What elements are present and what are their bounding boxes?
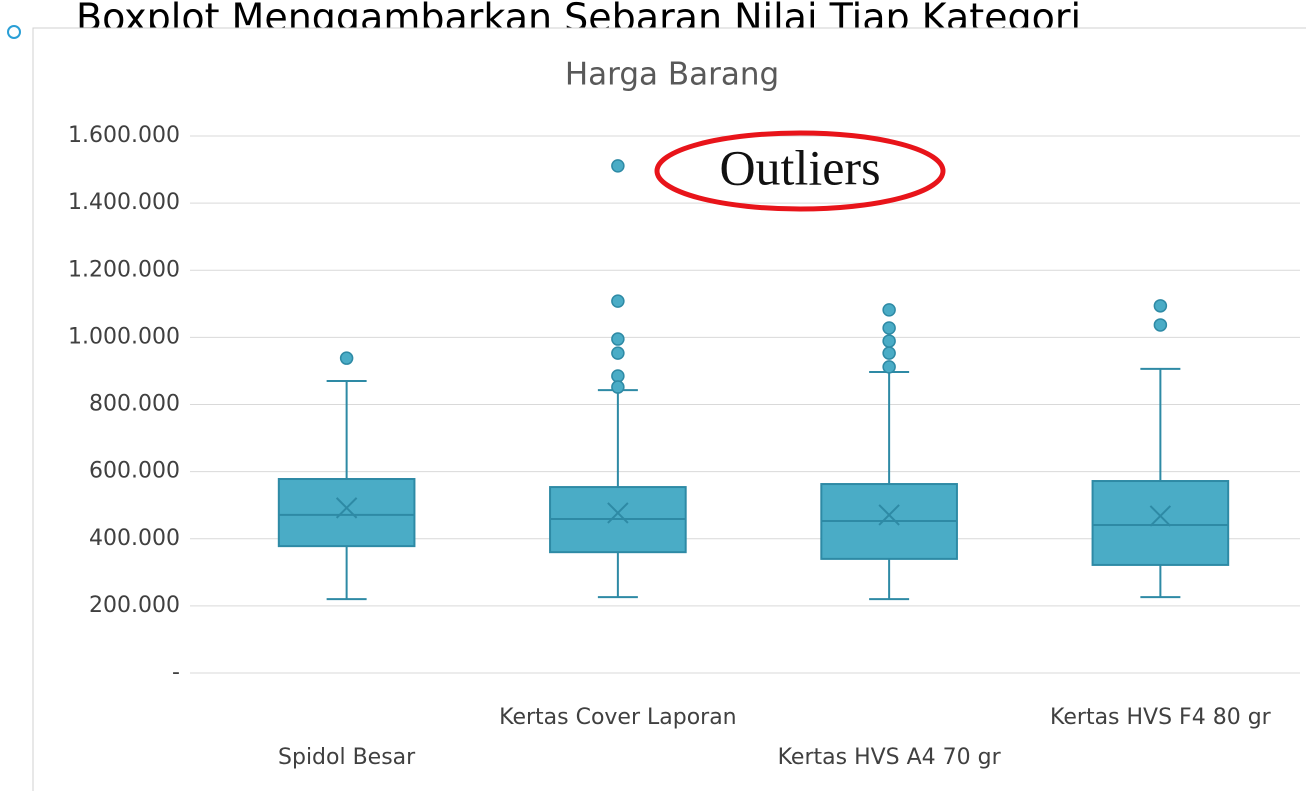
box — [1091, 480, 1230, 566]
y-tick-label: - — [172, 660, 180, 685]
outlier — [611, 369, 625, 383]
y-tick-label: 400.000 — [89, 526, 180, 551]
x-tick-label: Kertas HVS F4 80 gr — [1050, 705, 1272, 730]
outlier — [882, 360, 896, 374]
outlier — [611, 380, 625, 394]
outlier — [882, 303, 896, 317]
chart-title: Harga Barang — [565, 57, 779, 93]
outlier — [611, 332, 625, 346]
outlier — [611, 346, 625, 360]
outlier — [882, 321, 896, 335]
y-tick-label: 200.000 — [89, 593, 180, 618]
x-tick-label: Kertas HVS A4 70 gr — [778, 745, 1002, 770]
mean-marker — [878, 504, 900, 526]
outlier — [882, 346, 896, 360]
y-tick-label: 1.400.000 — [68, 190, 180, 215]
x-tick-label: Spidol Besar — [278, 745, 416, 770]
annotation-ring — [654, 130, 946, 212]
outlier — [882, 334, 896, 348]
outlier — [1153, 318, 1168, 332]
mean-marker — [1149, 505, 1172, 527]
annotation: Outliers — [719, 139, 880, 195]
bullet — [7, 25, 21, 39]
outlier — [611, 294, 625, 308]
y-tick-label: 1.000.000 — [68, 324, 180, 349]
y-tick-label: 1.200.000 — [68, 257, 180, 282]
x-tick-label: Kertas Cover Laporan — [499, 705, 737, 730]
y-tick-label: 600.000 — [89, 459, 180, 484]
outlier — [339, 351, 354, 365]
y-tick-label: 1.600.000 — [68, 123, 180, 148]
outlier — [1153, 299, 1168, 313]
box — [277, 478, 416, 548]
outlier — [611, 159, 625, 173]
y-tick-label: 800.000 — [89, 392, 180, 417]
mean-marker — [607, 502, 629, 524]
chart-frame — [32, 27, 1306, 791]
mean-marker — [335, 497, 358, 519]
